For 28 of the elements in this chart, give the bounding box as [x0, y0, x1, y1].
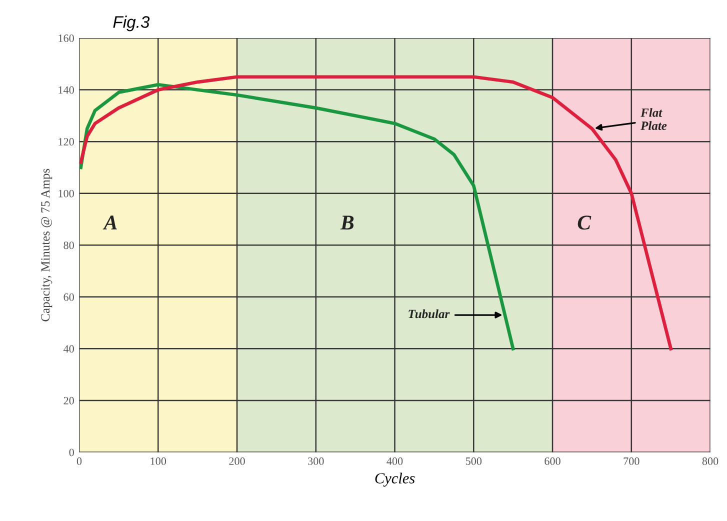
- x-tick-label: 100: [150, 457, 166, 465]
- x-tick-label: 600: [544, 457, 560, 465]
- y-tick-label: 60: [64, 293, 74, 301]
- x-tick-label: 500: [466, 457, 482, 465]
- annotation: Tubular: [408, 309, 450, 318]
- y-tick-label: 120: [58, 138, 74, 146]
- y-tick-label: 40: [63, 345, 74, 353]
- line-series: [79, 82, 515, 350]
- x-tick-label: 400: [386, 457, 403, 465]
- y-tick-label: 160: [58, 34, 74, 42]
- y-tick-label: 140: [58, 86, 74, 94]
- x-tick-label: 200: [229, 457, 245, 465]
- y-axis-title: Capacity, Minutes @ 75 Amps: [41, 168, 52, 322]
- band-label: C: [578, 216, 592, 230]
- y-tick-label: 0: [69, 448, 74, 456]
- x-axis-title: Cycles: [375, 472, 415, 487]
- y-tick-label: 80: [64, 242, 74, 250]
- y-tick-label: 20: [64, 396, 74, 404]
- x-tick-label: 300: [308, 457, 324, 465]
- x-tick-label: 0: [76, 457, 82, 465]
- band-label: B: [340, 216, 354, 230]
- annotation: Flat Plate: [640, 108, 667, 130]
- x-tick-label: 800: [702, 457, 718, 465]
- line-series: [79, 75, 673, 350]
- y-tick-label: 100: [58, 190, 74, 198]
- band-label: A: [102, 216, 117, 230]
- chart-title: Fig.3: [113, 16, 150, 32]
- x-tick-label: 700: [624, 457, 640, 465]
